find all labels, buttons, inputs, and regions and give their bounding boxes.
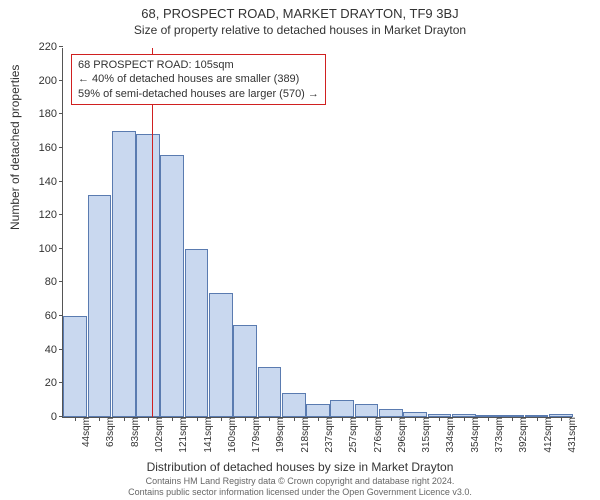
annotation-line: 68 PROSPECT ROAD: 105sqm [78,58,319,72]
x-tick-mark [294,417,295,421]
histogram-bar [355,404,379,417]
histogram-bar [160,155,184,417]
histogram-bar [233,325,257,418]
histogram-bar [136,134,160,417]
x-tick-label: 237sqm [322,417,335,453]
x-tick-label: 218sqm [298,417,311,453]
y-tick-label: 120 [39,209,63,221]
x-tick-mark [367,417,368,421]
y-tick-label: 0 [51,411,63,423]
footer-attribution: Contains HM Land Registry data © Crown c… [0,476,600,498]
x-tick-label: 179sqm [249,417,262,453]
histogram-bar [185,249,209,417]
histogram-bar [63,316,87,417]
x-tick-label: 102sqm [152,417,165,453]
x-tick-label: 315sqm [419,417,432,453]
y-tick-label: 80 [45,276,63,288]
x-tick-mark [318,417,319,421]
x-tick-label: 334sqm [443,417,456,453]
x-tick-mark [391,417,392,421]
y-axis-label: Number of detached properties [8,65,22,230]
x-tick-label: 141sqm [201,417,214,453]
y-tick-mark [59,46,63,47]
histogram-bar [379,409,403,417]
y-tick-label: 140 [39,176,63,188]
chart-title-main: 68, PROSPECT ROAD, MARKET DRAYTON, TF9 3… [0,0,600,21]
x-tick-mark [561,417,562,421]
histogram-bar [209,293,233,417]
x-tick-mark [537,417,538,421]
y-tick-mark [59,147,63,148]
y-tick-label: 160 [39,142,63,154]
y-tick-mark [59,181,63,182]
x-tick-label: 296sqm [395,417,408,453]
x-tick-mark [75,417,76,421]
histogram-bar [88,195,112,417]
x-tick-mark [221,417,222,421]
y-tick-mark [59,80,63,81]
x-tick-label: 354sqm [468,417,481,453]
x-tick-mark [464,417,465,421]
x-tick-label: 63sqm [103,417,116,447]
x-tick-mark [197,417,198,421]
x-axis-label: Distribution of detached houses by size … [0,460,600,474]
y-tick-label: 220 [39,41,63,53]
x-tick-mark [512,417,513,421]
footer-line-2: Contains public sector information licen… [0,487,600,498]
x-tick-label: 83sqm [128,417,141,447]
histogram-bar [112,131,136,417]
x-tick-mark [99,417,100,421]
x-tick-label: 199sqm [273,417,286,453]
x-tick-mark [172,417,173,421]
y-tick-label: 60 [45,310,63,322]
x-tick-mark [342,417,343,421]
x-tick-label: 121sqm [176,417,189,453]
y-tick-label: 40 [45,344,63,356]
x-tick-label: 373sqm [492,417,505,453]
histogram-bar [306,404,330,417]
y-tick-label: 180 [39,108,63,120]
x-tick-label: 276sqm [371,417,384,453]
y-tick-mark [59,214,63,215]
x-tick-mark [488,417,489,421]
y-tick-label: 100 [39,243,63,255]
histogram-bar [282,393,306,417]
histogram-bar [258,367,282,417]
y-tick-label: 20 [45,377,63,389]
y-tick-mark [59,113,63,114]
y-tick-mark [59,281,63,282]
x-tick-label: 257sqm [346,417,359,453]
annotation-line: ← 40% of detached houses are smaller (38… [78,72,319,86]
annotation-box: 68 PROSPECT ROAD: 105sqm← 40% of detache… [71,54,326,105]
x-tick-label: 160sqm [225,417,238,453]
chart-plot-area: 02040608010012014016018020022044sqm63sqm… [62,48,572,418]
x-tick-mark [415,417,416,421]
histogram-bar [330,400,354,417]
x-tick-mark [439,417,440,421]
x-tick-label: 431sqm [565,417,578,453]
x-tick-mark [269,417,270,421]
footer-line-1: Contains HM Land Registry data © Crown c… [0,476,600,487]
x-tick-label: 392sqm [516,417,529,453]
x-tick-label: 44sqm [79,417,92,447]
annotation-line: 59% of semi-detached houses are larger (… [78,87,319,101]
x-tick-mark [245,417,246,421]
chart-title-sub: Size of property relative to detached ho… [0,21,600,37]
x-tick-label: 412sqm [541,417,554,453]
y-tick-mark [59,248,63,249]
x-tick-mark [148,417,149,421]
y-tick-label: 200 [39,75,63,87]
x-tick-mark [124,417,125,421]
